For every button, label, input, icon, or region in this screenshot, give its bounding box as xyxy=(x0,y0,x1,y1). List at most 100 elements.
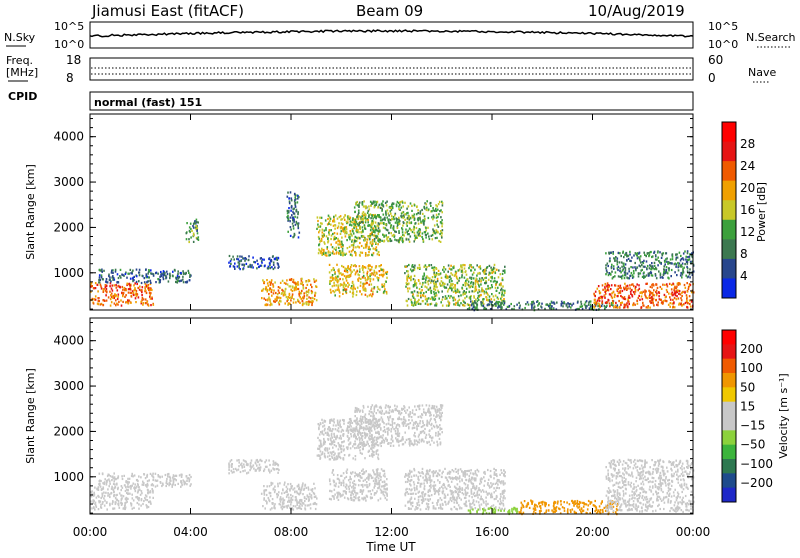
data-cell xyxy=(362,229,364,231)
data-cell xyxy=(414,299,416,301)
data-cell xyxy=(483,298,485,300)
data-cell xyxy=(350,220,352,222)
data-cell xyxy=(295,301,297,303)
data-cell xyxy=(471,304,473,306)
data-cell xyxy=(381,222,383,224)
data-cell xyxy=(349,437,351,439)
data-cell xyxy=(361,453,363,455)
data-cell xyxy=(682,257,684,259)
data-cell xyxy=(269,485,271,487)
data-cell xyxy=(440,209,442,211)
data-cell xyxy=(460,302,462,304)
data-cell xyxy=(350,422,352,424)
data-cell xyxy=(390,207,392,209)
data-cell xyxy=(368,254,370,256)
data-cell xyxy=(434,274,436,276)
data-cell xyxy=(399,204,401,206)
data-cell xyxy=(417,267,419,269)
data-cell xyxy=(425,279,427,281)
data-cell xyxy=(672,283,674,285)
data-cell xyxy=(399,433,401,435)
data-cell xyxy=(519,305,521,307)
data-cell xyxy=(363,289,365,291)
data-cell xyxy=(287,192,289,194)
data-cell xyxy=(111,488,113,490)
data-cell xyxy=(467,278,469,280)
data-cell xyxy=(344,214,346,216)
data-cell xyxy=(390,239,392,241)
data-cell xyxy=(186,483,188,485)
data-cell xyxy=(316,286,318,288)
data-cell xyxy=(490,280,492,282)
data-cell xyxy=(401,227,403,229)
data-cell xyxy=(274,506,276,508)
data-cell xyxy=(270,495,272,497)
data-cell xyxy=(490,267,492,269)
data-cell xyxy=(396,406,398,408)
data-cell xyxy=(298,283,300,285)
data-cell xyxy=(359,420,361,422)
data-cell xyxy=(451,288,453,290)
data-cell xyxy=(111,272,113,274)
data-cell xyxy=(629,251,631,253)
data-cell xyxy=(651,292,653,294)
data-cell xyxy=(454,288,456,290)
data-cell xyxy=(181,476,183,478)
data-cell xyxy=(605,302,607,304)
data-cell xyxy=(435,208,437,210)
data-cell xyxy=(188,477,190,479)
data-cell xyxy=(377,291,379,293)
data-cell xyxy=(98,500,100,502)
data-cell xyxy=(110,294,112,296)
data-cell xyxy=(554,303,556,305)
data-cell xyxy=(371,444,373,446)
data-cell xyxy=(335,249,337,251)
data-cell xyxy=(660,276,662,278)
data-cell xyxy=(241,264,243,266)
data-cell xyxy=(384,235,386,237)
data-cell xyxy=(651,284,653,286)
data-cell xyxy=(313,483,315,485)
data-cell xyxy=(312,297,314,299)
data-cell xyxy=(360,285,362,287)
data-cell xyxy=(332,285,334,287)
data-cell xyxy=(191,230,193,232)
data-cell xyxy=(536,301,538,303)
data-cell xyxy=(369,455,371,457)
data-cell xyxy=(672,299,674,301)
data-cell xyxy=(334,271,336,273)
data-cell xyxy=(675,294,677,296)
data-cell xyxy=(278,491,280,493)
data-cell xyxy=(263,497,265,499)
data-cell xyxy=(364,266,366,268)
data-cell xyxy=(377,243,379,245)
data-cell xyxy=(382,418,384,420)
data-cell xyxy=(666,266,668,268)
data-cell xyxy=(103,270,105,272)
data-cell xyxy=(144,277,146,279)
data-cell xyxy=(312,300,314,302)
data-cell xyxy=(355,455,357,457)
data-cell xyxy=(460,294,462,296)
data-cell xyxy=(138,499,140,501)
data-cell xyxy=(434,266,436,268)
data-cell xyxy=(175,281,177,283)
data-cell xyxy=(358,447,360,449)
data-cell xyxy=(681,292,683,294)
data-cell xyxy=(327,237,329,239)
data-cell xyxy=(299,506,301,508)
data-cell xyxy=(459,304,461,306)
data-cell xyxy=(465,280,467,282)
data-cell xyxy=(302,304,304,306)
data-cell xyxy=(146,273,148,275)
cpid-label: CPID xyxy=(8,90,37,103)
data-cell xyxy=(148,506,150,508)
data-cell xyxy=(397,222,399,224)
data-cell xyxy=(383,270,385,272)
data-cell xyxy=(497,307,499,309)
data-cell xyxy=(271,291,273,293)
data-cell xyxy=(173,474,175,476)
data-cell xyxy=(174,484,176,486)
data-cell xyxy=(333,253,335,255)
data-cell xyxy=(128,302,130,304)
